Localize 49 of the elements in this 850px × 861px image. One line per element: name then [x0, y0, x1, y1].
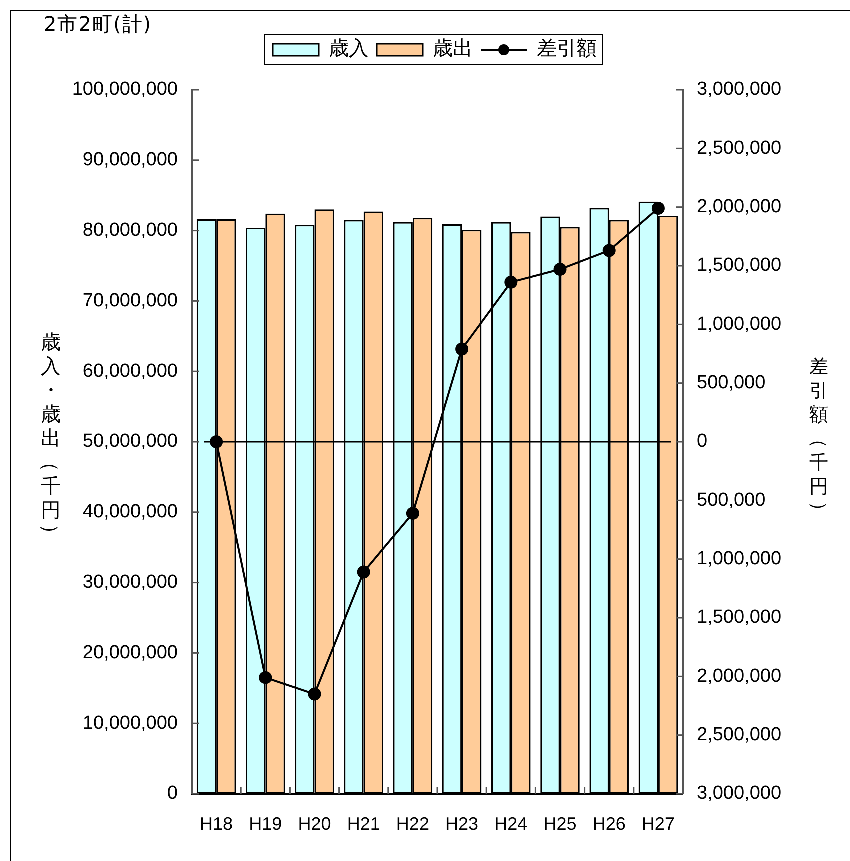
y-tick-label: 30,000,000: [82, 572, 178, 594]
x-tick-label: H23: [446, 814, 479, 834]
x-tick-label: H26: [592, 814, 626, 834]
x-tick-label: H19: [249, 814, 282, 834]
y-tick-label: 40,000,000: [82, 502, 178, 523]
y2-tick-label: 2,500,000: [697, 724, 782, 746]
y2-tick-label: 1,500,000: [697, 607, 782, 628]
x-tick-label: H21: [347, 814, 380, 834]
y2-tick-label: 3,000,000: [697, 783, 782, 804]
y-tick-label: 100,000,000: [72, 79, 178, 100]
y-tick-label: 70,000,000: [82, 290, 178, 312]
x-tick-label: H27: [642, 814, 675, 834]
point: [554, 263, 567, 276]
chart-title: 2市2町(計): [44, 11, 152, 38]
y2-tick-label: 0: [697, 431, 708, 452]
y2-tick-label: 3,000,000: [697, 79, 782, 100]
y2-tick-label: 2,500,000: [697, 138, 782, 159]
y2-tick-label: 2,000,000: [697, 666, 782, 687]
point: [504, 276, 518, 289]
y-tick-label: 20,000,000: [82, 642, 178, 664]
point: [308, 688, 322, 701]
point: [406, 507, 420, 520]
y2-tick-label: 1,500,000: [697, 255, 782, 276]
point: [357, 566, 370, 579]
point: [652, 202, 665, 216]
y2-tick-label: 1,000,000: [697, 314, 782, 335]
x-tick-label: H20: [298, 814, 332, 834]
y-tick-label: 90,000,000: [82, 150, 178, 171]
y-tick-label: 10,000,000: [82, 712, 178, 734]
point: [259, 671, 272, 684]
y2-tick-label: 500,000: [697, 490, 766, 511]
y-tick-label: 50,000,000: [82, 431, 178, 452]
legend-label: 歳入: [329, 36, 369, 60]
x-tick-label: H24: [494, 814, 528, 834]
text: 歳入・歳出（千円）: [39, 330, 63, 544]
y-tick-label: 80,000,000: [82, 220, 178, 242]
x-tick-label: H22: [396, 814, 430, 834]
point: [456, 342, 469, 356]
x-tick-label: H25: [544, 814, 577, 834]
y2-tick-label: 500,000: [697, 372, 766, 394]
legend-label: 差引額: [537, 36, 597, 60]
y-tick-label: 60,000,000: [82, 360, 178, 382]
point: [602, 244, 616, 258]
y2-tick-label: 1,000,000: [697, 548, 782, 570]
x-tick-label: H18: [200, 814, 234, 834]
legend-label: 歳出: [433, 36, 473, 60]
y2-axis-title: 差引額（千円）: [807, 355, 831, 522]
y2-tick-label: 2,000,000: [697, 196, 782, 218]
y-tick-label: 0: [167, 783, 178, 804]
